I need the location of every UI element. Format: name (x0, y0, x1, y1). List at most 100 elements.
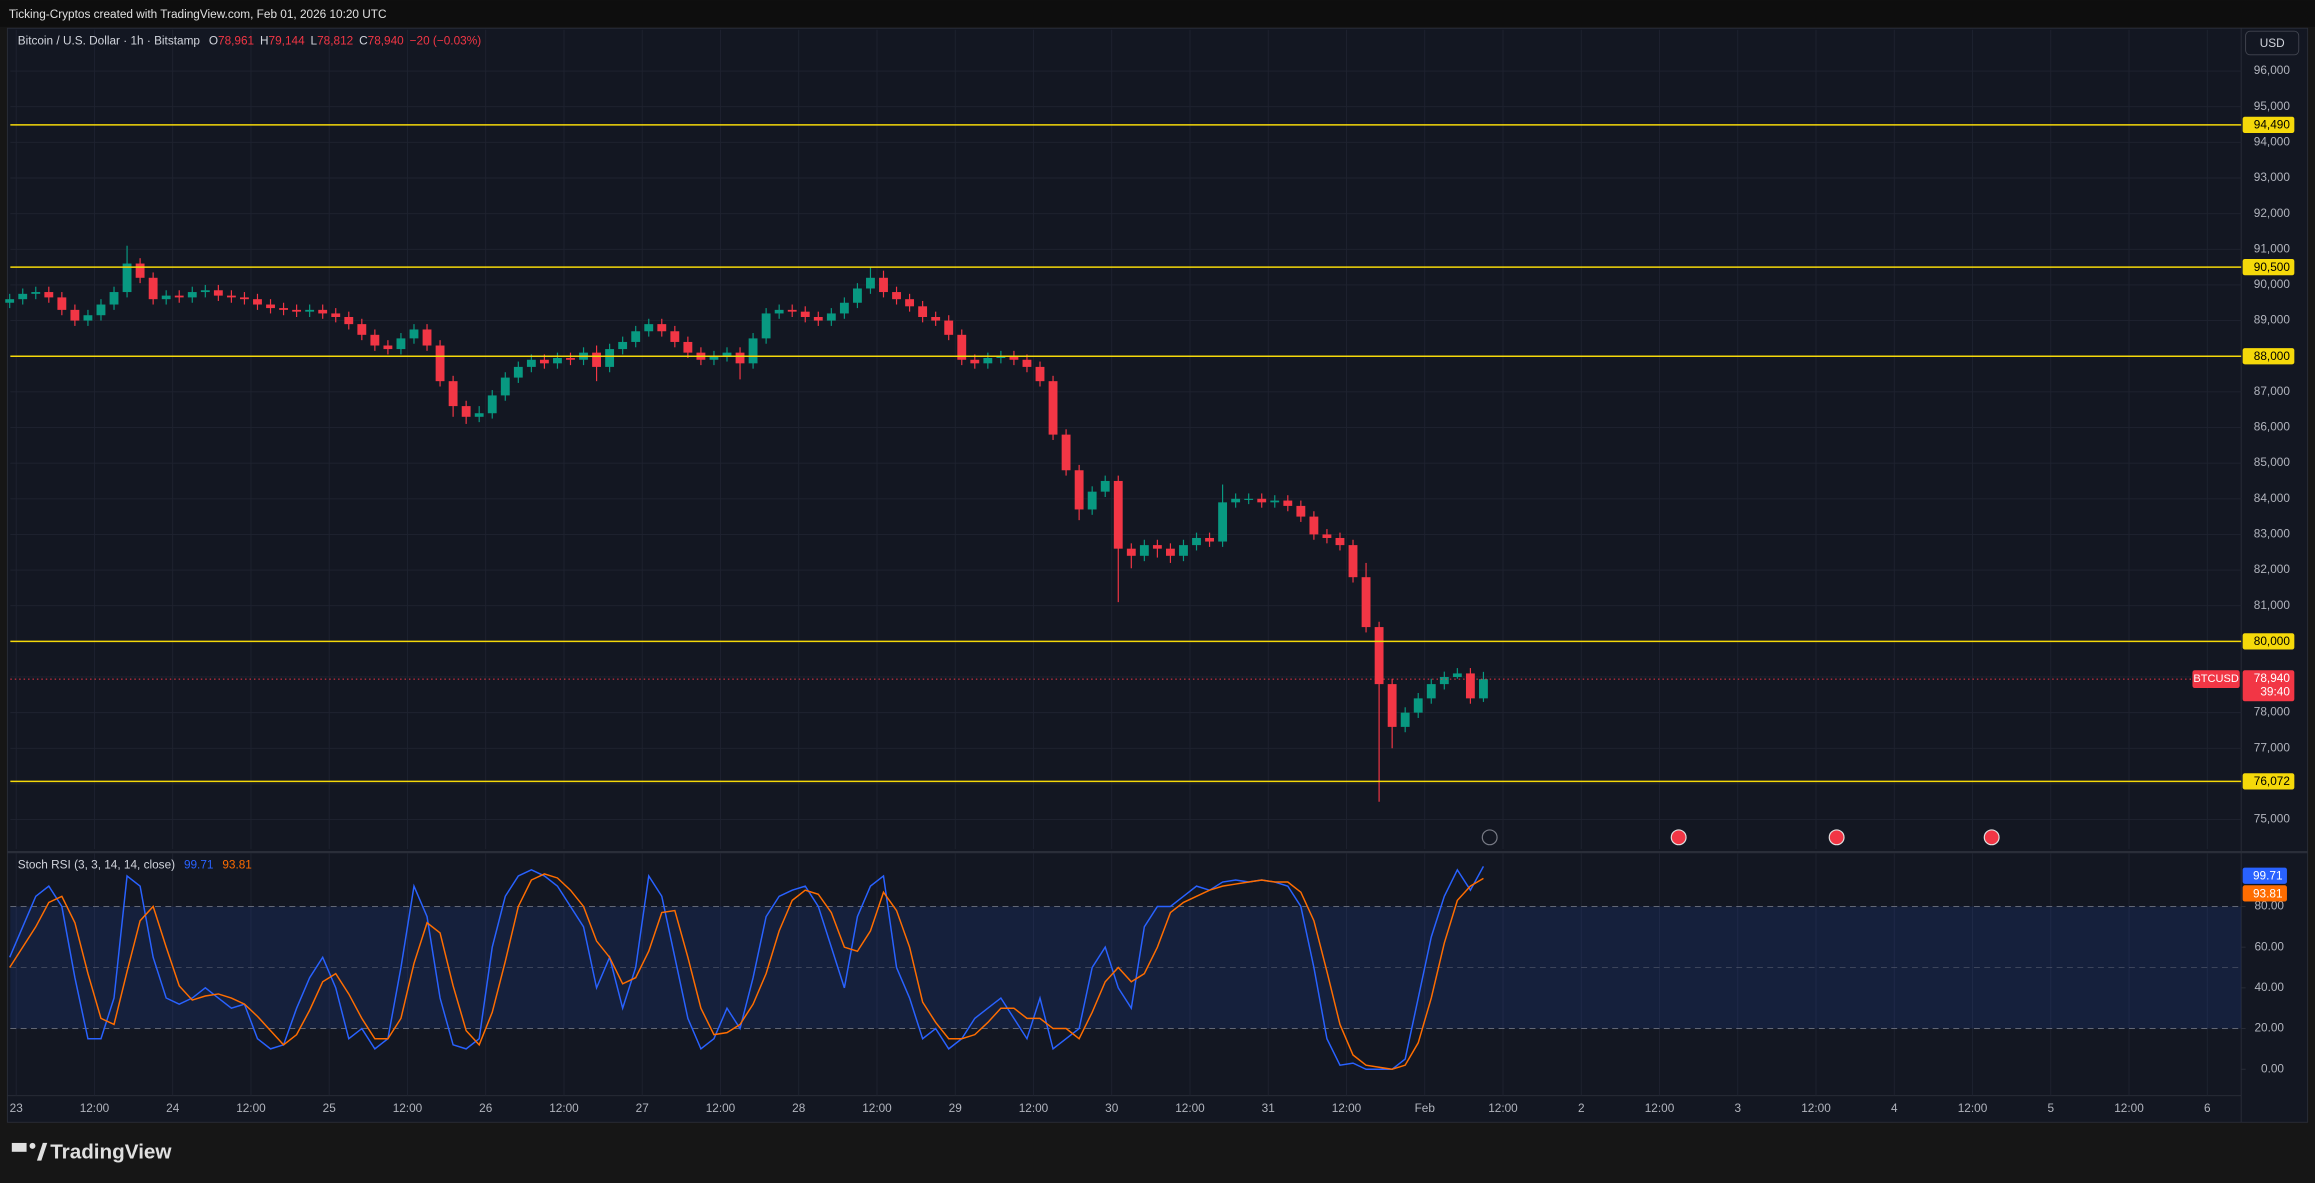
candle-body (83, 315, 93, 321)
candle-body (1426, 684, 1436, 699)
candle-body (1205, 537, 1214, 542)
candle-body (148, 277, 158, 300)
x-tick-label: 30 (1105, 1101, 1119, 1115)
candle-body (5, 299, 15, 303)
candle-body (839, 302, 849, 314)
candle-body (683, 341, 693, 353)
candle-body (918, 306, 928, 318)
candle-body (213, 290, 223, 296)
candle-body (1322, 534, 1332, 538)
indicator-k-value: 99.71 (184, 857, 214, 871)
candle-body (774, 309, 784, 314)
candle-body (709, 356, 719, 360)
candle-body (970, 359, 980, 364)
candle-body (1126, 548, 1136, 556)
candle-body (957, 334, 967, 360)
candle-body (670, 331, 680, 342)
event-icon[interactable] (1983, 829, 2000, 846)
y-tick-label: 90,000 (2254, 277, 2291, 291)
event-icon[interactable] (1481, 829, 1498, 846)
candle-body (370, 334, 380, 346)
candle-body (474, 413, 484, 417)
banner-text: Ticking-Cryptos created with TradingView… (9, 7, 387, 21)
candle-body (1413, 698, 1423, 713)
candle-body (396, 338, 406, 350)
candle-body (826, 313, 836, 321)
ohlc-value: 78,812 (317, 34, 353, 48)
candle-body (1270, 500, 1280, 503)
y-tick-label: 78,000 (2254, 705, 2291, 719)
x-tick-label: 12:00 (706, 1101, 736, 1115)
event-icons (1481, 829, 2000, 846)
symbol-header: Bitcoin / U.S. Dollar · 1h · Bitstamp O78… (18, 34, 481, 48)
candle-body (135, 263, 145, 278)
candle-body (44, 292, 54, 298)
event-icon[interactable] (1670, 829, 1687, 846)
currency-button[interactable] (2245, 30, 2300, 56)
candle-body (657, 324, 667, 332)
y-tick-label: 81,000 (2254, 598, 2291, 612)
y-tick-label: 60.00 (2254, 939, 2284, 953)
candle-body (1179, 545, 1188, 556)
brand: TradingView (11, 1141, 172, 1164)
candle-body (931, 317, 941, 321)
candle-body (879, 277, 888, 293)
x-tick-label: 31 (1262, 1101, 1275, 1115)
brand-logo (11, 1142, 27, 1152)
event-icon[interactable] (1828, 829, 1845, 846)
candle-body (344, 317, 354, 325)
x-tick-label: 12:00 (1958, 1101, 1988, 1115)
brand-logo (29, 1142, 36, 1149)
candle-body (813, 317, 823, 321)
candle-body (109, 292, 119, 305)
candle-body (1296, 505, 1306, 517)
indicator-d-value: 93.81 (222, 857, 252, 871)
candle-body (1100, 480, 1110, 492)
x-tick-label: 5 (2047, 1101, 2054, 1115)
candle-body (31, 292, 41, 294)
candle-body (748, 338, 758, 364)
ohlc-key: C (359, 34, 368, 48)
x-tick-label: 28 (792, 1101, 806, 1115)
candle-body (787, 309, 797, 312)
y-tick-label: 93,000 (2254, 170, 2291, 184)
level-label-box (2242, 348, 2295, 365)
candle-body (735, 352, 745, 364)
level-label-box (2242, 116, 2295, 134)
x-tick-label: 27 (636, 1101, 649, 1115)
candle-body (1335, 537, 1345, 546)
indicator-header: Stoch RSI (3, 3, 14, 14, close) 99.71 93.8… (18, 857, 252, 871)
candle-body (461, 406, 471, 417)
candle-body (487, 395, 497, 414)
candle-body (1035, 366, 1045, 382)
candle-body (1009, 356, 1019, 360)
change: −20 (−0.03%) (410, 34, 482, 48)
candle-body (240, 297, 249, 300)
candle-body (1231, 498, 1241, 503)
last-price-box (2242, 670, 2295, 702)
candle-body (852, 288, 862, 303)
candle-body (187, 292, 197, 298)
candle-body (513, 366, 523, 378)
ohlc-value: 79,144 (269, 34, 306, 48)
candle-body (1400, 712, 1410, 727)
candle-body (1465, 673, 1475, 699)
candle-body (18, 293, 28, 300)
x-tick-label: 12:00 (236, 1101, 266, 1115)
candle-body (1152, 545, 1162, 549)
x-tick-label: 12:00 (1175, 1101, 1205, 1115)
candle-body (618, 341, 628, 350)
brand-name: TradingView (50, 1141, 172, 1164)
candle-body (383, 345, 393, 350)
currency-label[interactable]: USD (2260, 36, 2285, 50)
ohlc-value: 78,961 (218, 34, 254, 48)
candle-body (1348, 545, 1358, 578)
x-tick-label: 29 (949, 1101, 962, 1115)
candle-body (1048, 381, 1058, 435)
symbol-label: BTCUSD (2193, 673, 2238, 685)
candle-body (331, 313, 341, 318)
x-tick-label: 12:00 (1645, 1101, 1675, 1115)
candle-body (435, 345, 445, 382)
